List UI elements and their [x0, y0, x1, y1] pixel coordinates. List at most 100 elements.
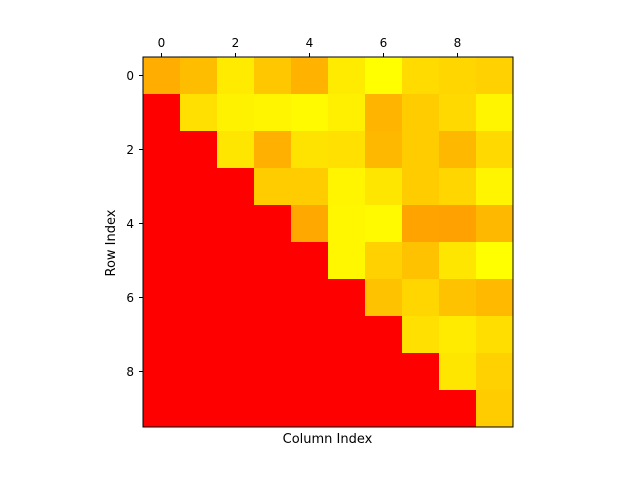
heatmap-cell: [291, 279, 329, 317]
heatmap-cell: [254, 131, 292, 169]
heatmap-cell: [143, 353, 181, 391]
heatmap-cell: [328, 242, 366, 280]
heatmap-cell: [328, 390, 366, 428]
heatmap-cell: [328, 205, 366, 243]
heatmap-cell: [180, 57, 218, 95]
heatmap-cell: [291, 94, 329, 132]
heatmap-cell: [217, 242, 255, 280]
heatmap-cell: [328, 316, 366, 354]
heatmap-cell: [328, 131, 366, 169]
heatmap-cell: [476, 316, 514, 354]
heatmap-cell: [291, 131, 329, 169]
heatmap-cell: [217, 57, 255, 95]
heatmap-cell: [402, 353, 440, 391]
x-tick-label: 8: [454, 36, 462, 50]
heatmap-cell: [476, 168, 514, 206]
heatmap-cell: [439, 168, 477, 206]
heatmap-cell: [291, 390, 329, 428]
heatmap-cell: [476, 242, 514, 280]
heatmap-cell: [365, 57, 403, 95]
heatmap-cell: [365, 316, 403, 354]
heatmap-cell: [402, 242, 440, 280]
heatmap-cell: [180, 353, 218, 391]
heatmap-cell: [143, 242, 181, 280]
heatmap-cell: [402, 316, 440, 354]
x-tick-label: 6: [380, 36, 388, 50]
heatmap-cell: [365, 353, 403, 391]
heatmap-cell: [143, 279, 181, 317]
heatmap-cell: [476, 57, 514, 95]
heatmap-cell: [217, 390, 255, 428]
heatmap-cell: [402, 94, 440, 132]
heatmap-cell: [476, 390, 514, 428]
heatmap-cell: [365, 94, 403, 132]
x-axis-label: Column Index: [283, 432, 373, 447]
heatmap-cell: [217, 353, 255, 391]
heatmap-cell: [402, 205, 440, 243]
heatmap-cell: [291, 205, 329, 243]
heatmap-cell: [254, 353, 292, 391]
heatmap-cell: [439, 205, 477, 243]
heatmap-cell: [291, 57, 329, 95]
heatmap-cell: [365, 279, 403, 317]
heatmap-cell: [328, 279, 366, 317]
heatmap-cell: [180, 131, 218, 169]
heatmap-cell: [291, 168, 329, 206]
heatmap-cell: [476, 205, 514, 243]
heatmap-cell: [365, 131, 403, 169]
x-tick-label: 4: [306, 36, 314, 50]
x-tick-label: 0: [158, 36, 166, 50]
heatmap-cell: [254, 316, 292, 354]
heatmap-cell: [402, 390, 440, 428]
heatmap-cell: [254, 390, 292, 428]
heatmap-cell: [439, 57, 477, 95]
heatmap-cell: [180, 205, 218, 243]
y-tick-label: 4: [126, 217, 134, 231]
heatmap-cell: [143, 205, 181, 243]
heatmap-cell: [328, 94, 366, 132]
heatmap-cell: [180, 390, 218, 428]
y-tick-label: 8: [126, 365, 134, 379]
heatmap-cell: [476, 279, 514, 317]
heatmap-cell: [143, 94, 181, 132]
heatmap-cell: [180, 94, 218, 132]
heatmap-cell: [291, 353, 329, 391]
heatmap-cell: [476, 353, 514, 391]
heatmap-cell: [328, 57, 366, 95]
heatmap-cell: [254, 279, 292, 317]
heatmap-cell: [180, 168, 218, 206]
heatmap-cell: [402, 57, 440, 95]
heatmap-cell: [402, 168, 440, 206]
heatmap-cell: [328, 168, 366, 206]
heatmap-cell: [476, 94, 514, 132]
heatmap-cell: [439, 316, 477, 354]
heatmap-cell: [180, 279, 218, 317]
heatmap-cell: [143, 168, 181, 206]
heatmap-cell: [217, 131, 255, 169]
y-tick-label: 2: [126, 143, 134, 157]
heatmap-cell: [439, 353, 477, 391]
heatmap-cell: [217, 205, 255, 243]
y-tick-label: 6: [126, 291, 134, 305]
heatmap-cell: [143, 390, 181, 428]
heatmap-cell: [439, 131, 477, 169]
heatmap-cell: [254, 205, 292, 243]
heatmap-cell: [365, 168, 403, 206]
heatmap-cell: [180, 242, 218, 280]
heatmap-cell: [254, 94, 292, 132]
heatmap-cell: [254, 168, 292, 206]
heatmap-cell: [291, 316, 329, 354]
heatmap-cell: [365, 390, 403, 428]
heatmap-cell: [439, 94, 477, 132]
heatmap-cell: [476, 131, 514, 169]
heatmap-cell: [291, 242, 329, 280]
heatmap-cell: [328, 353, 366, 391]
heatmap-cell: [254, 242, 292, 280]
heatmap-cell: [217, 279, 255, 317]
heatmap-cell: [143, 57, 181, 95]
y-tick-label: 0: [126, 69, 134, 83]
heatmap-cells: [143, 57, 514, 428]
heatmap-cell: [217, 94, 255, 132]
